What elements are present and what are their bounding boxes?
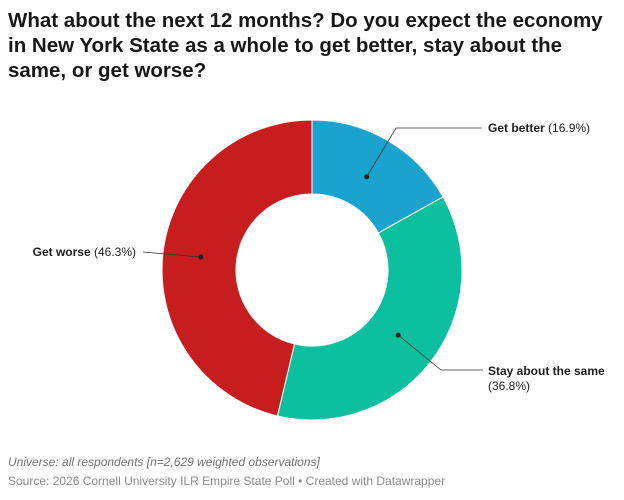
- label-get-better: Get better (16.9%): [488, 121, 590, 135]
- labels: Get better (16.9%) Stay about the same (36…: [33, 121, 605, 393]
- callout-line-stay-about-the-same: [397, 334, 483, 371]
- chart-notes: Universe: all respondents [n=2,629 weigh…: [8, 455, 320, 469]
- label-stay-about-the-same: Stay about the same (36.8%): [488, 364, 605, 393]
- callout-line-get-better: [366, 127, 482, 178]
- chart-source: Source: 2026 Cornell University ILR Empi…: [8, 474, 446, 488]
- label-get-worse: Get worse (46.3%): [33, 245, 136, 259]
- slice-stay-about-the-same: [276, 196, 463, 421]
- label-value-get-better: (16.9%): [545, 121, 590, 135]
- chart-title: What about the next 12 months? Do you ex…: [8, 9, 603, 82]
- slices: [161, 119, 463, 421]
- label-value-stay-about-the-same: (36.8%): [488, 379, 530, 393]
- label-name-stay-about-the-same: Stay about the same: [488, 364, 605, 378]
- callout-line-get-worse: [142, 251, 201, 258]
- slice-get-worse: [161, 119, 313, 417]
- label-name-get-worse: Get worse: [33, 245, 91, 259]
- label-value-get-worse: (46.3%): [91, 245, 136, 259]
- callouts: [142, 127, 483, 371]
- label-name-get-better: Get better: [488, 121, 545, 135]
